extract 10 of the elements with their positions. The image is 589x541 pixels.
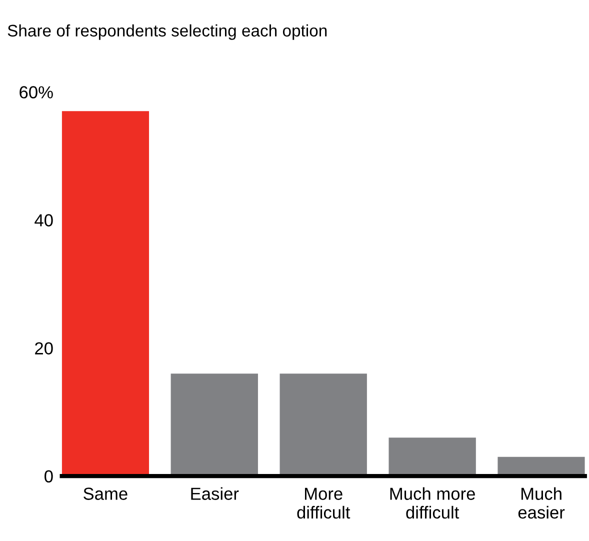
x-tick-label: Same	[84, 488, 128, 500]
x-tick-label: Easier	[191, 487, 239, 500]
x-tick-label: Much easier	[518, 487, 565, 519]
y-tick-label: 20	[35, 342, 53, 355]
y-tick-label: 0	[44, 470, 53, 483]
y-tick-label: 40	[34, 214, 53, 226]
y-tick-label: 60%	[20, 86, 53, 98]
x-tick-label: Much more difficult	[390, 487, 475, 519]
chart-title: Share of respondents selecting each option	[8, 24, 327, 40]
x-tick-label: More difficult	[297, 488, 350, 519]
